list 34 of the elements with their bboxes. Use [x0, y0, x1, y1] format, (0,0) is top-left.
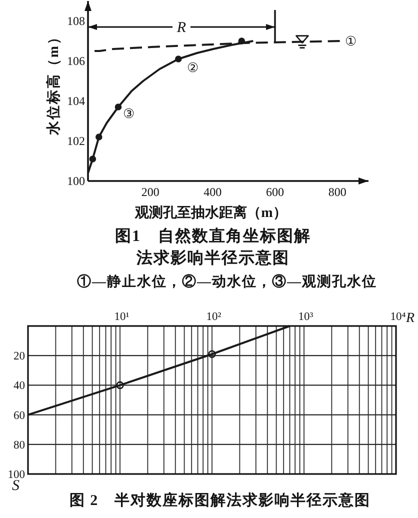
- y-tick-label: 40: [14, 380, 26, 392]
- y-axis-title: S: [12, 478, 20, 494]
- y-tick-label: 102: [67, 134, 85, 148]
- y-axis-title: 水位标高（m）: [45, 28, 62, 136]
- y-tick-label: 106: [67, 54, 85, 68]
- x-tick-label: 400: [204, 185, 222, 199]
- y-tick-label: 100: [8, 469, 26, 481]
- y-tick-label: 80: [14, 439, 26, 452]
- series-label: ③: [123, 106, 136, 121]
- x-tick-label: 800: [328, 185, 346, 199]
- x-tick-label: 10⁴: [390, 311, 406, 323]
- annotation: R: [176, 20, 186, 36]
- text: 图 2 半对数座标图解法求影响半径示意图: [69, 491, 371, 509]
- point: [114, 104, 122, 110]
- point: [238, 38, 246, 44]
- x-tick-label: 600: [266, 185, 284, 199]
- x-axis-title: 观测孔至抽水距离（m）: [134, 204, 287, 221]
- y-tick-label: 20: [14, 350, 26, 363]
- y-tick-label: 100: [67, 174, 85, 188]
- point: [89, 156, 96, 162]
- text: 图1 自然数直角坐标图解法求影响半径示意图: [115, 227, 311, 267]
- y-tick-label: 104: [67, 94, 85, 108]
- series-label: ①: [344, 34, 357, 48]
- y-tick-label: 108: [67, 14, 85, 28]
- y-tick-label: 60: [14, 410, 26, 422]
- x-tick-label: 10²: [206, 311, 222, 323]
- x-tick-label: 10¹: [114, 311, 130, 323]
- x-tick-label: 10³: [298, 311, 314, 323]
- x-axis-title: R: [405, 311, 415, 326]
- point: [96, 134, 102, 140]
- series-label: ②: [187, 60, 200, 75]
- x-tick-label: 200: [141, 185, 160, 199]
- point: [174, 56, 182, 62]
- text: ①—静止水位，②—动水位，③—观测孔水位: [77, 274, 377, 290]
